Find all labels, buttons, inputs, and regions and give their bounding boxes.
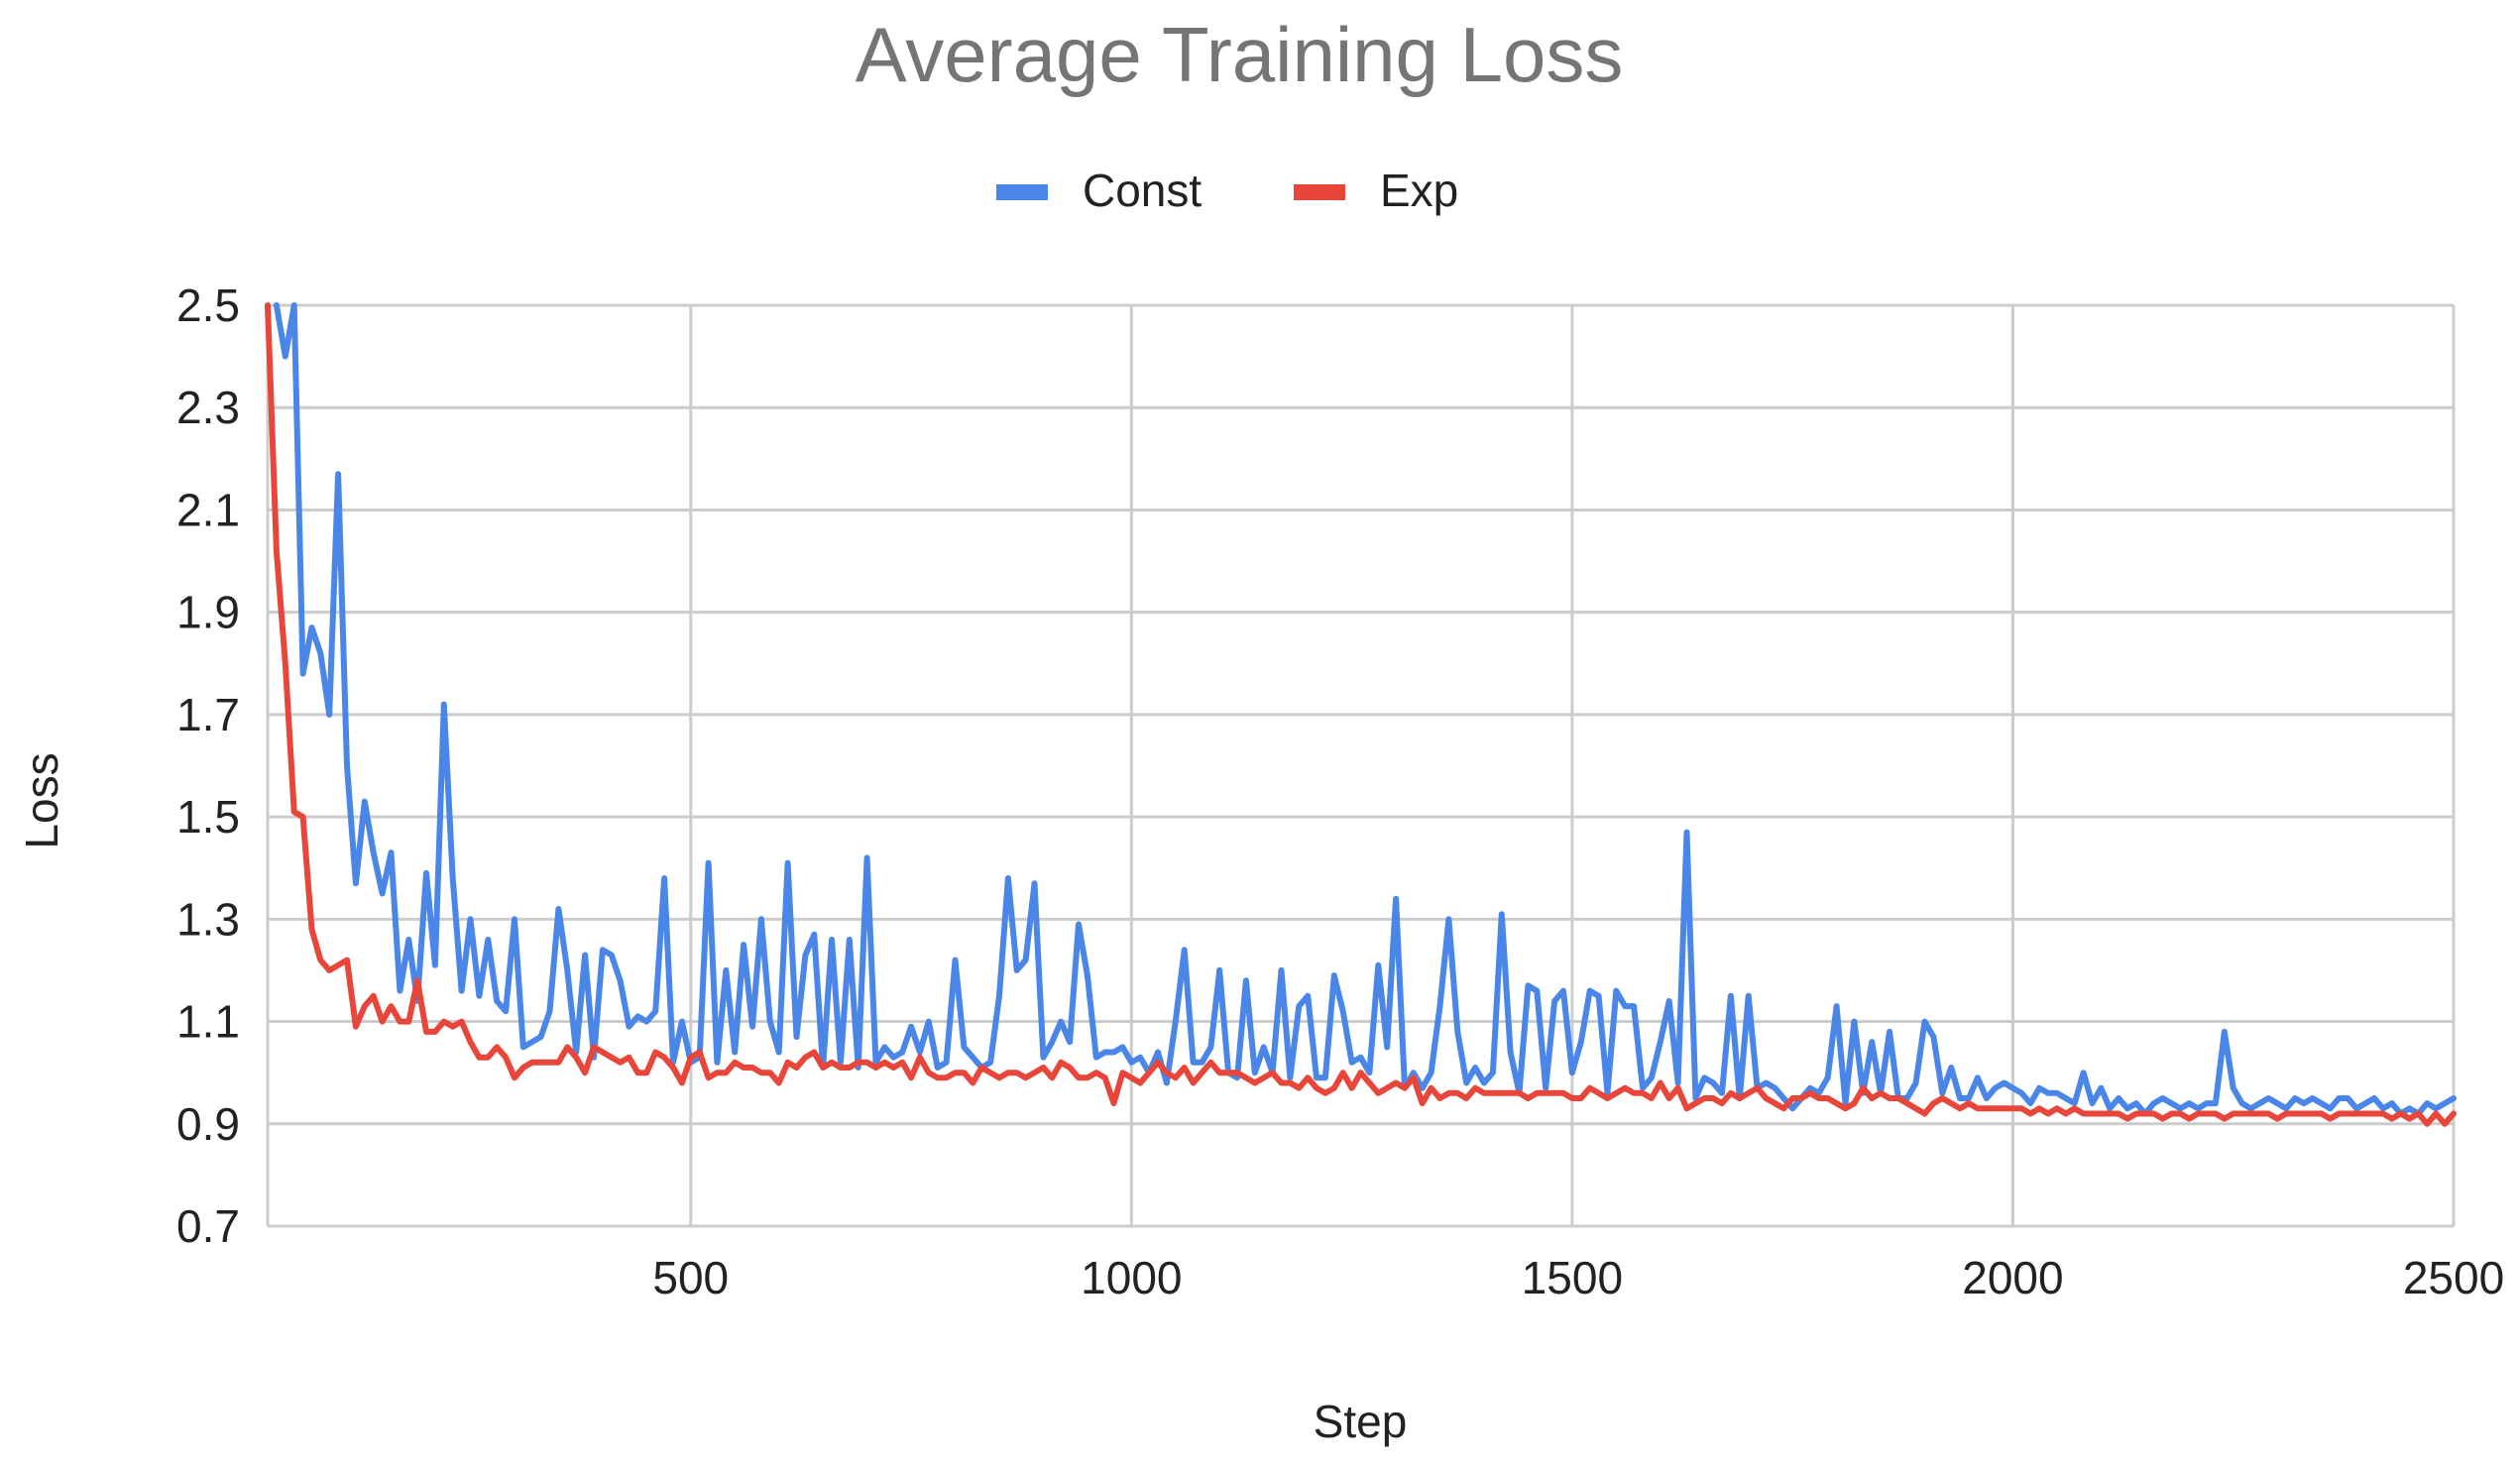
chart-title: Average Training Loss (856, 11, 1624, 98)
series-line-const (273, 302, 2457, 1117)
legend: Const Exp (996, 165, 1458, 216)
series-line-exp (265, 302, 2457, 1127)
x-tick-label: 1000 (1081, 1252, 1182, 1303)
x-tick-label: 2000 (1962, 1252, 2063, 1303)
legend-label-const: Const (1083, 165, 1202, 216)
x-axis-ticks: 500 1000 1500 2000 2500 (652, 1252, 2504, 1303)
y-tick-label: 0.7 (176, 1200, 240, 1252)
x-tick-label: 500 (652, 1252, 729, 1303)
y-tick-label: 2.1 (176, 484, 240, 535)
y-tick-label: 1.9 (176, 587, 240, 638)
legend-item-exp[interactable]: Exp (1294, 165, 1458, 216)
y-tick-label: 2.5 (176, 280, 240, 331)
x-axis-label: Step (1314, 1396, 1408, 1447)
y-tick-label: 0.9 (176, 1098, 240, 1150)
legend-swatch-const (996, 184, 1048, 200)
y-tick-label: 1.1 (176, 996, 240, 1048)
grid (266, 303, 2456, 1228)
legend-swatch-exp (1294, 184, 1345, 200)
y-axis-ticks: 0.7 0.9 1.1 1.3 1.5 1.7 1.9 2.1 2.3 2.5 (176, 280, 240, 1252)
legend-label-exp: Exp (1380, 165, 1458, 216)
x-tick-label: 1500 (1522, 1252, 1623, 1303)
y-axis-label: Loss (16, 752, 67, 848)
y-tick-label: 1.3 (176, 893, 240, 945)
y-tick-label: 2.3 (176, 382, 240, 433)
y-tick-label: 1.5 (176, 791, 240, 843)
x-tick-label: 2500 (2403, 1252, 2504, 1303)
legend-item-const[interactable]: Const (996, 165, 1202, 216)
series-lines (265, 302, 2457, 1127)
y-tick-label: 1.7 (176, 689, 240, 740)
